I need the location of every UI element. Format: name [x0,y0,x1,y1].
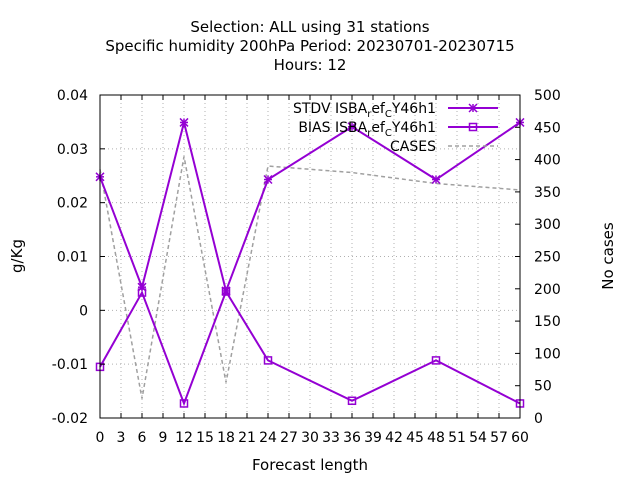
y-tick-label-5: 0.03 [57,142,88,158]
x-tick-label-20: 60 [511,430,529,446]
y-tick-label-1: -0.01 [52,357,88,373]
x-tick-label-6: 18 [217,430,235,446]
x-tick-label-2: 6 [138,430,147,446]
legend-bias-end: Y46h1 [391,120,436,136]
y-tick-label-0: -0.02 [52,411,88,427]
series-0-point-5 [347,122,357,132]
x-tick-label-0: 0 [96,430,105,446]
series-layer [95,117,525,408]
legend-sample-marker-1 [468,122,478,132]
y2-tick-label-9: 450 [534,120,561,136]
series-0-point-2 [179,117,189,127]
legend-bias-sub1: r [367,128,372,139]
legend-stdv-main: STDV ISBA [293,101,368,117]
x-tick-label-4: 12 [175,430,193,446]
x-tick-label-15: 45 [406,430,424,446]
y-tick-label-6: 0.04 [57,88,88,104]
y2-tick-label-1: 50 [534,379,552,395]
y2-tick-label-6: 300 [534,217,561,233]
legend-samples [448,103,498,147]
y2-tick-label-8: 400 [534,153,561,169]
x-axis-label: Forecast length [252,456,368,474]
y2-tick-label-5: 250 [534,250,561,266]
x-tick-label-14: 42 [385,430,403,446]
y-tick-label-4: 0.02 [57,196,88,212]
y2-tick-label-3: 150 [534,314,561,330]
legend-label-stdv: STDV ISBArefCY46h1 [293,101,436,120]
x-tick-label-8: 24 [259,430,277,446]
legend-label-cases: CASES [390,139,436,155]
legend-bias-main: BIAS ISBA [298,120,367,136]
series-0-point-6 [431,174,441,185]
legend-stdv-sub1: r [367,109,372,120]
series-1-point-4 [263,356,273,365]
series-0-line [99,121,521,295]
y2-tick-label-4: 200 [534,282,561,298]
series-1-point-1 [137,288,147,297]
series-1-point-2 [179,399,189,408]
x-tick-label-5: 15 [196,430,214,446]
y2-tick-label-7: 350 [534,185,561,201]
x-tick-label-10: 30 [301,430,319,446]
x-tick-label-13: 39 [364,430,382,446]
x-tick-label-19: 57 [490,430,508,446]
legend-stdv-mid: ef [371,101,386,117]
series-1-point-3 [221,287,231,296]
chart-title-line-3: Hours: 12 [274,56,347,74]
legend-stdv-end: Y46h1 [391,101,436,117]
legend-stdv-sub2: C [385,109,392,120]
legend-sample-marker-0 [468,103,478,113]
x-tick-label-18: 54 [469,430,487,446]
y-tick-label-3: 0.01 [57,250,88,266]
legend-label-bias: BIAS ISBArefCY46h1 [298,120,436,139]
x-tick-label-7: 21 [238,430,256,446]
y2-tick-label-10: 500 [534,88,561,104]
x-tick-label-9: 27 [280,430,298,446]
x-tick-label-12: 36 [343,430,361,446]
series-0-point-1 [137,282,147,292]
series-1-point-6 [431,356,441,365]
chart-title-line-1: Selection: ALL using 31 stations [190,18,429,36]
y2-tick-label-0: 0 [534,411,543,427]
x-tick-label-1: 3 [117,430,126,446]
series-0-point-4 [263,174,273,185]
chart-title-line-2: Specific humidity 200hPa Period: 2023070… [105,37,514,55]
ticks: 0 3 6 9 12 15 18 21 24 27 30 33 36 39 42 45 48 51 54 57 60-0… [52,88,561,446]
y2-tick-label-2: 100 [534,346,561,362]
y-axis-label: g/Kg [8,239,26,273]
y2-axis-label: No cases [599,222,617,290]
series-1-line [99,289,521,407]
grid [100,95,520,418]
x-tick-label-3: 9 [159,430,168,446]
x-tick-label-11: 33 [322,430,340,446]
y-tick-label-2: 0 [79,303,88,319]
legend-bias-sub2: C [385,128,392,139]
x-tick-label-16: 48 [427,430,445,446]
x-tick-label-17: 51 [448,430,466,446]
legend: STDV ISBArefCY46h1 BIAS ISBArefCY46h1 CA… [293,101,498,155]
series-2-line [99,156,521,399]
legend-bias-mid: ef [371,120,386,136]
series-1-point-5 [347,396,357,406]
